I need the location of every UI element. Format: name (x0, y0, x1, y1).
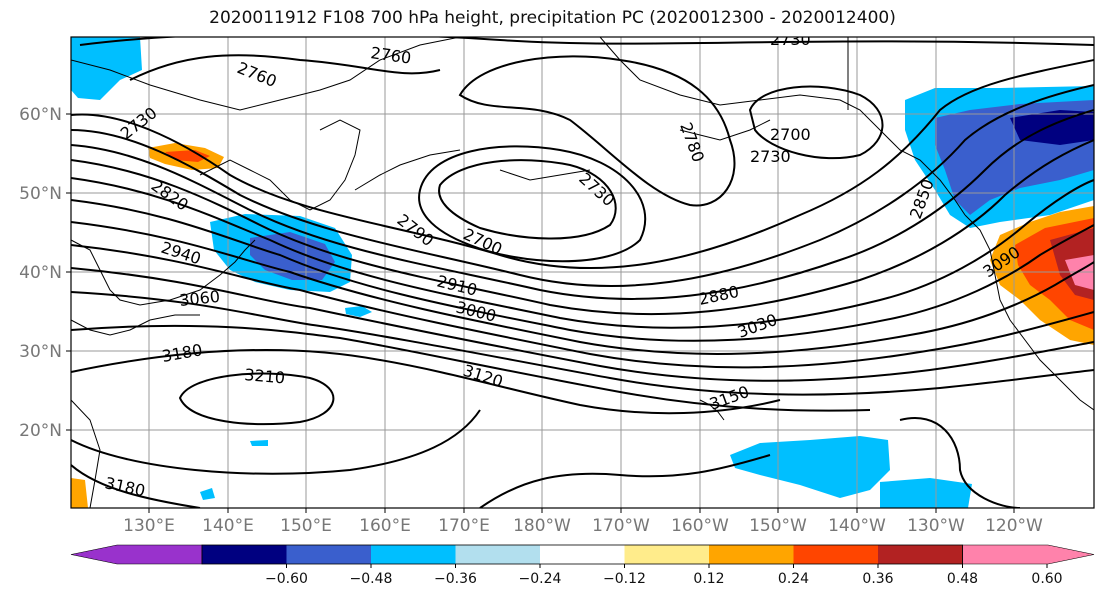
longitude-labels: 130°E 140°E 150°E 160°E 170°E 180°W 170°… (123, 516, 1043, 536)
colorbar-tick-label: 0.60 (1031, 571, 1062, 587)
colorbar-tick-label: −0.36 (434, 571, 477, 587)
lon-label: 170°E (438, 516, 490, 536)
map-title: 2020011912 F108 700 hPa height, precipit… (209, 8, 896, 28)
lon-label: 140°W (828, 516, 886, 536)
colorbar-tick-label: 0.36 (862, 571, 893, 587)
colorbar-tick-label: 0.24 (778, 571, 809, 587)
colorbar-segment (202, 545, 287, 564)
height-contours (71, 37, 1094, 508)
colorbar (70, 544, 1095, 565)
colorbar-segment (878, 545, 963, 564)
contour-label: 2730 (750, 147, 791, 166)
colorbar-segment (286, 545, 372, 564)
colorbar-segment (455, 545, 541, 564)
contour-label: 3210 (244, 365, 286, 387)
lon-label: 150°W (749, 516, 807, 536)
colorbar-segment (624, 545, 710, 564)
axis-ticks (66, 113, 1015, 513)
colorbar-tick-label: −0.12 (603, 571, 646, 587)
contour-label: 3060 (178, 287, 220, 310)
colorbar-segment (962, 544, 1095, 565)
lon-label: 130°W (907, 516, 965, 536)
lon-label: 160°W (671, 516, 729, 536)
colorbar-tick-label: −0.60 (265, 571, 308, 587)
colorbar-tick-label: 0.12 (693, 571, 724, 587)
lat-label: 20°N (19, 421, 62, 441)
colorbar-segment (540, 545, 625, 564)
lon-label: 120°W (985, 516, 1043, 536)
coastlines (71, 37, 1094, 508)
lon-label: 140°E (202, 516, 254, 536)
colorbar-tick-label: −0.48 (350, 571, 393, 587)
lon-label: 180°W (513, 516, 571, 536)
lat-label: 30°N (19, 342, 62, 362)
lon-label: 130°E (123, 516, 175, 536)
lat-label: 60°N (19, 105, 62, 125)
colorbar-segment (709, 545, 794, 564)
colorbar-tick-label: −0.24 (519, 571, 562, 587)
lat-label: 50°N (19, 184, 62, 204)
contour-label: 2730 (770, 30, 811, 49)
lon-label: 170°W (592, 516, 650, 536)
lon-label: 150°E (280, 516, 332, 536)
lon-label: 160°E (359, 516, 411, 536)
colorbar-outline (201, 544, 963, 565)
colorbar-segment (371, 545, 456, 564)
lat-label: 40°N (19, 263, 62, 283)
colorbar-segment (793, 545, 879, 564)
contour-label: 2700 (770, 125, 811, 144)
colorbar-segment (70, 544, 203, 565)
colorbar-labels: −0.60 −0.48 −0.36 −0.24 −0.12 0.12 0.24 0.36 0.4… (265, 564, 1063, 587)
latitude-labels: 60°N 50°N 40°N 30°N 20°N (19, 105, 62, 441)
colorbar-tick-label: 0.48 (947, 571, 978, 587)
map-plot-area: 2760 2760 2730 2730 2790 2700 2730 2780 … (71, 30, 1094, 508)
